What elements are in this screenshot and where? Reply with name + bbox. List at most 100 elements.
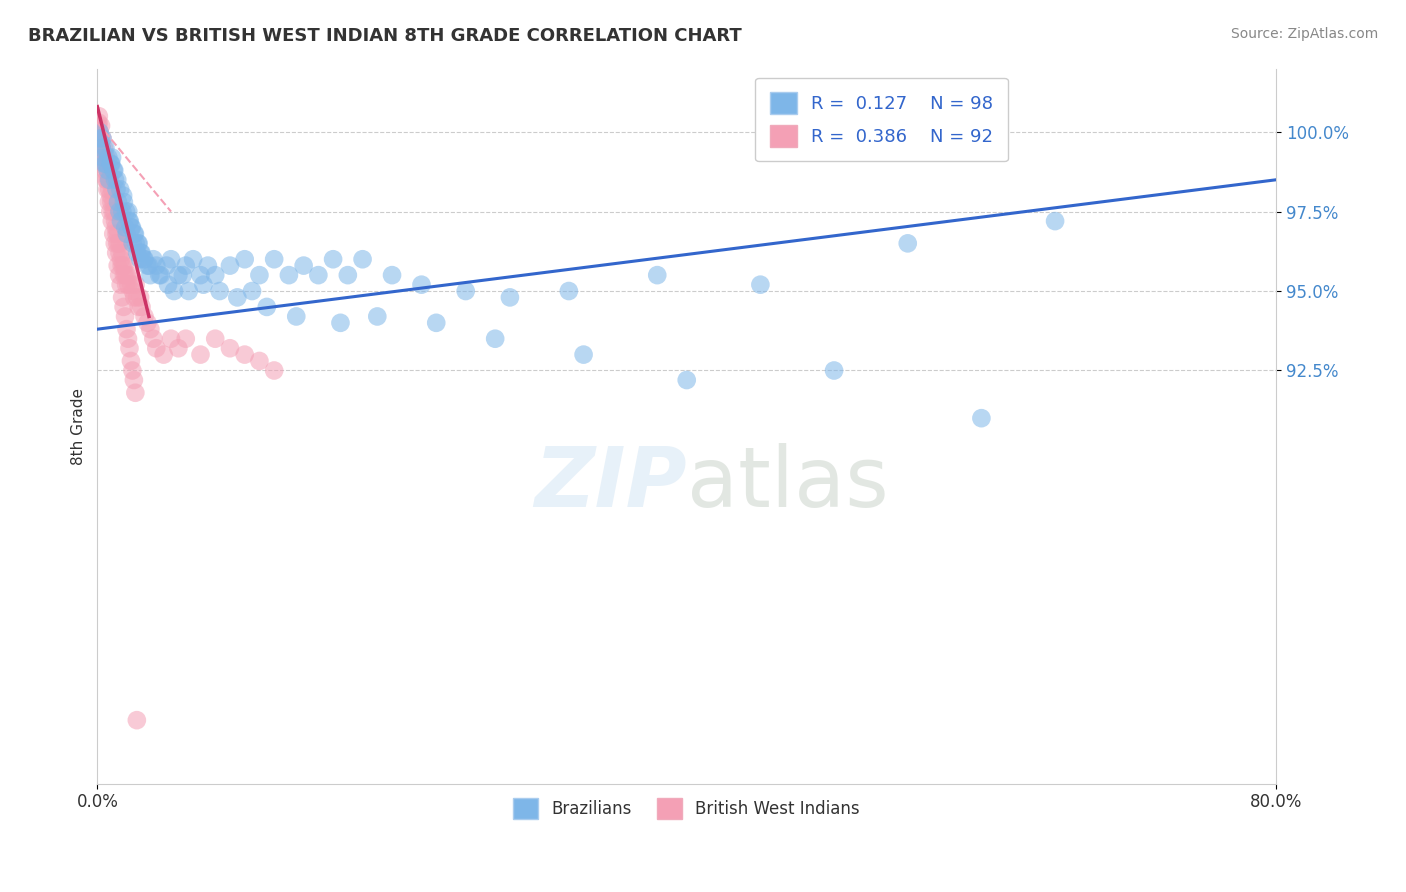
Point bbox=[115, 204, 138, 219]
Point bbox=[118, 214, 141, 228]
Point bbox=[240, 284, 263, 298]
Point bbox=[127, 236, 149, 251]
Point bbox=[105, 246, 128, 260]
Point bbox=[425, 316, 447, 330]
Point bbox=[87, 115, 110, 129]
Point bbox=[139, 268, 162, 282]
Point bbox=[174, 259, 197, 273]
Point bbox=[136, 259, 159, 273]
Point bbox=[226, 290, 249, 304]
Point bbox=[219, 341, 242, 355]
Y-axis label: 8th Grade: 8th Grade bbox=[72, 388, 86, 465]
Text: Source: ZipAtlas.com: Source: ZipAtlas.com bbox=[1230, 27, 1378, 41]
Point bbox=[112, 268, 135, 282]
Point bbox=[110, 277, 132, 292]
Point bbox=[114, 220, 136, 235]
Point bbox=[103, 227, 125, 241]
Point bbox=[181, 252, 204, 267]
Point bbox=[89, 125, 111, 139]
Point bbox=[90, 141, 112, 155]
Point bbox=[142, 252, 165, 267]
Point bbox=[103, 194, 125, 209]
Point bbox=[108, 236, 131, 251]
Point bbox=[114, 268, 136, 282]
Point bbox=[111, 246, 134, 260]
Point bbox=[277, 268, 299, 282]
Point bbox=[100, 188, 122, 202]
Point bbox=[87, 109, 110, 123]
Point bbox=[128, 236, 150, 251]
Point bbox=[100, 157, 122, 171]
Point bbox=[93, 157, 115, 171]
Point bbox=[117, 277, 139, 292]
Text: BRAZILIAN VS BRITISH WEST INDIAN 8TH GRADE CORRELATION CHART: BRAZILIAN VS BRITISH WEST INDIAN 8TH GRA… bbox=[28, 27, 742, 45]
Point bbox=[97, 163, 120, 178]
Point bbox=[90, 119, 112, 133]
Point bbox=[204, 268, 226, 282]
Point bbox=[97, 194, 120, 209]
Point bbox=[136, 316, 159, 330]
Point bbox=[167, 341, 190, 355]
Point bbox=[101, 204, 124, 219]
Point bbox=[98, 173, 121, 187]
Point bbox=[96, 151, 118, 165]
Point bbox=[336, 268, 359, 282]
Point bbox=[107, 236, 129, 251]
Point bbox=[115, 268, 138, 282]
Point bbox=[108, 246, 131, 260]
Point bbox=[91, 151, 114, 165]
Point bbox=[499, 290, 522, 304]
Point bbox=[115, 277, 138, 292]
Point bbox=[897, 236, 920, 251]
Point bbox=[93, 141, 115, 155]
Point bbox=[89, 131, 111, 145]
Point bbox=[94, 173, 117, 187]
Point bbox=[263, 252, 285, 267]
Point bbox=[91, 151, 114, 165]
Point bbox=[322, 252, 344, 267]
Point bbox=[121, 363, 143, 377]
Point bbox=[167, 268, 190, 282]
Point bbox=[129, 252, 152, 267]
Point bbox=[256, 300, 278, 314]
Point bbox=[97, 163, 120, 178]
Point bbox=[124, 236, 146, 251]
Point bbox=[193, 277, 215, 292]
Point bbox=[124, 385, 146, 400]
Point bbox=[101, 182, 124, 196]
Point bbox=[118, 268, 141, 282]
Point bbox=[122, 373, 145, 387]
Text: atlas: atlas bbox=[686, 442, 889, 524]
Point bbox=[114, 310, 136, 324]
Point bbox=[114, 259, 136, 273]
Point bbox=[103, 163, 125, 178]
Point bbox=[104, 220, 127, 235]
Point bbox=[91, 131, 114, 145]
Point bbox=[233, 348, 256, 362]
Point bbox=[120, 277, 142, 292]
Point bbox=[411, 277, 433, 292]
Point bbox=[129, 290, 152, 304]
Point bbox=[155, 259, 177, 273]
Point bbox=[138, 259, 160, 273]
Point bbox=[145, 341, 167, 355]
Point bbox=[107, 227, 129, 241]
Point bbox=[89, 131, 111, 145]
Point bbox=[103, 163, 125, 178]
Point bbox=[145, 259, 167, 273]
Point bbox=[101, 151, 124, 165]
Point bbox=[134, 252, 156, 267]
Point bbox=[112, 188, 135, 202]
Point bbox=[152, 348, 174, 362]
Point bbox=[104, 173, 127, 187]
Point bbox=[104, 236, 127, 251]
Point bbox=[233, 252, 256, 267]
Point bbox=[1043, 214, 1066, 228]
Point bbox=[366, 310, 388, 324]
Point bbox=[110, 252, 132, 267]
Point bbox=[823, 363, 845, 377]
Point bbox=[117, 332, 139, 346]
Point bbox=[131, 300, 153, 314]
Point bbox=[249, 268, 271, 282]
Point bbox=[96, 182, 118, 196]
